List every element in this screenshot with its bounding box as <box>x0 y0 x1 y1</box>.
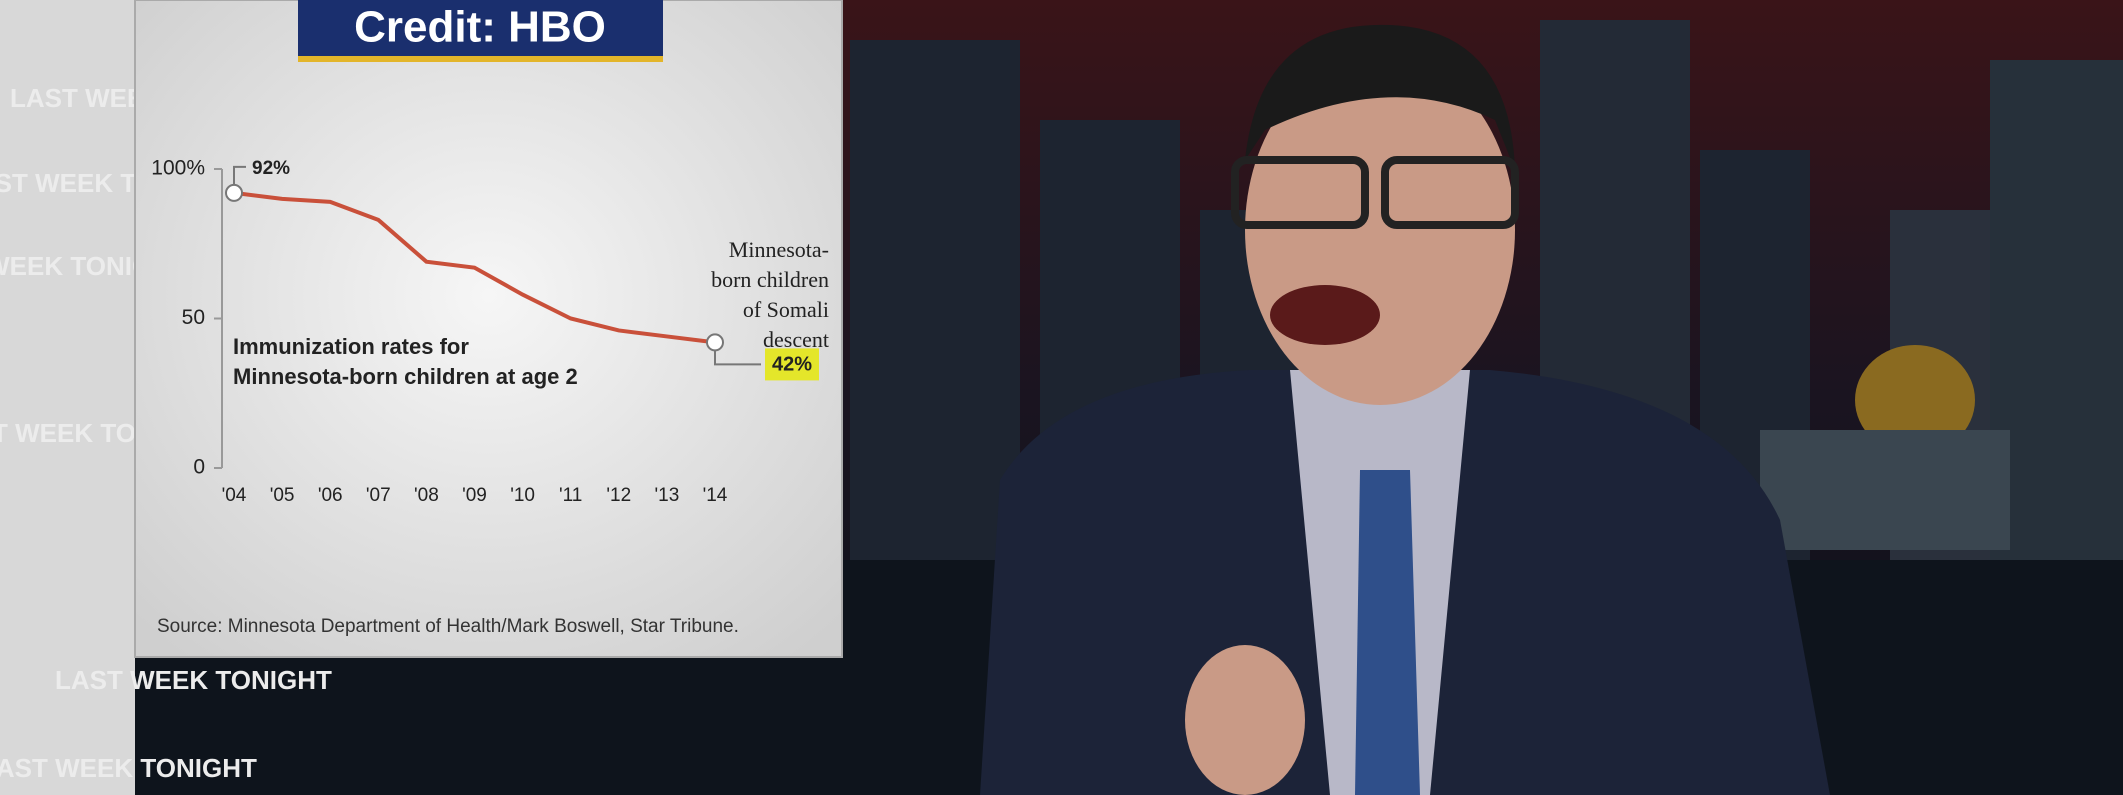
page: {"watermark": "LAST WEEK TONIGHT", "cred… <box>0 0 2123 795</box>
value-label: 92% <box>252 158 290 179</box>
value-label: 42% <box>772 354 812 376</box>
x-tick-label: '09 <box>462 485 487 506</box>
watermark: LAST WEEK TONIGHT <box>0 753 257 783</box>
x-tick-label: '06 <box>318 485 343 506</box>
screenshot: LAST WEEK TONIGHT LAST WEEK TONIGHT LAST… <box>0 0 2123 795</box>
annotation: Minnesota-born children at age 2 <box>233 364 578 389</box>
x-tick-label: '05 <box>270 485 295 506</box>
chart-panel <box>135 0 842 657</box>
series-label: born children <box>711 267 829 292</box>
x-tick-label: '12 <box>606 485 631 506</box>
annotation: Immunization rates for <box>233 334 469 359</box>
source-text: Source: Minnesota Department of Health/M… <box>157 616 739 637</box>
series-label: Minnesota- <box>729 237 829 262</box>
series-label: of Somali <box>743 297 829 322</box>
x-tick-label: '10 <box>510 485 535 506</box>
end-point <box>226 185 242 201</box>
x-tick-label: '14 <box>703 485 728 506</box>
x-tick-label: '04 <box>222 485 247 506</box>
x-tick-label: '08 <box>414 485 439 506</box>
credit-text: Credit: HBO <box>354 3 606 52</box>
watermark: LAST WEEK TONIGHT <box>55 665 332 695</box>
y-tick-label: 100% <box>151 157 205 180</box>
x-tick-label: '13 <box>655 485 680 506</box>
x-tick-label: '07 <box>366 485 391 506</box>
credit-stripe <box>298 56 663 62</box>
y-tick-label: 50 <box>182 306 205 329</box>
x-tick-label: '11 <box>559 485 582 506</box>
end-point <box>707 334 723 350</box>
series-label: descent <box>763 327 829 352</box>
y-tick-label: 0 <box>193 456 205 479</box>
